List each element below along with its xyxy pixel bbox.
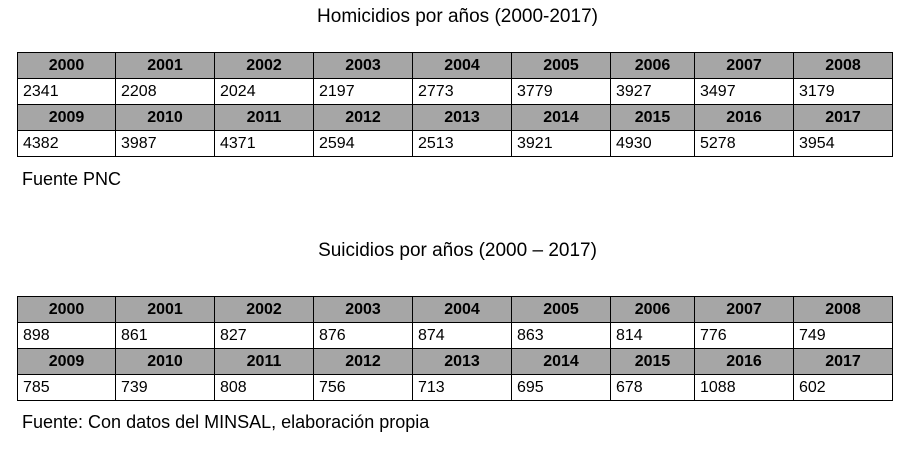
value-cell: 5278	[694, 130, 794, 157]
year-header-cell: 2010	[115, 348, 215, 375]
year-header-cell: 2004	[412, 296, 512, 323]
year-header-cell: 2005	[511, 52, 611, 79]
year-header-cell: 2003	[313, 52, 413, 79]
year-header-cell: 2007	[694, 296, 794, 323]
value-cell: 739	[115, 374, 215, 401]
homicidios-table: 2000 2001 2002 2003 2004 2005 2006 2007 2008 2341…	[17, 52, 893, 157]
value-cell: 2773	[412, 78, 512, 105]
year-header-cell: 2017	[793, 104, 893, 131]
year-header-cell: 2001	[115, 296, 215, 323]
year-header-cell: 2009	[17, 104, 116, 131]
year-header-cell: 2011	[214, 348, 314, 375]
value-cell: 1088	[694, 374, 794, 401]
value-cell: 2208	[115, 78, 215, 105]
year-header-cell: 2006	[610, 52, 695, 79]
year-header-cell: 2017	[793, 348, 893, 375]
year-header-row: 2009 2010 2011 2012 2013 2014 2015 2016 2017	[17, 104, 893, 131]
year-header-cell: 2013	[412, 348, 512, 375]
value-cell: 876	[313, 322, 413, 349]
value-row: 785 739 808 756 713 695 678 1088 602	[17, 374, 893, 401]
value-cell: 863	[511, 322, 611, 349]
value-cell: 2024	[214, 78, 314, 105]
value-cell: 3954	[793, 130, 893, 157]
year-header-cell: 2008	[793, 52, 893, 79]
year-header-cell: 2009	[17, 348, 116, 375]
year-header-cell: 2007	[694, 52, 794, 79]
year-header-cell: 2003	[313, 296, 413, 323]
year-header-cell: 2015	[610, 348, 695, 375]
value-row: 2341 2208 2024 2197 2773 3779 3927 3497 3179	[17, 78, 893, 105]
year-header-cell: 2002	[214, 52, 314, 79]
year-header-cell: 2004	[412, 52, 512, 79]
value-cell: 808	[214, 374, 314, 401]
value-cell: 756	[313, 374, 413, 401]
value-cell: 695	[511, 374, 611, 401]
year-header-cell: 2016	[694, 348, 794, 375]
value-cell: 602	[793, 374, 893, 401]
value-row: 4382 3987 4371 2594 2513 3921 4930 5278 3954	[17, 130, 893, 157]
year-header-cell: 2013	[412, 104, 512, 131]
year-header-cell: 2001	[115, 52, 215, 79]
value-cell: 3921	[511, 130, 611, 157]
year-header-cell: 2011	[214, 104, 314, 131]
year-header-row: 2000 2001 2002 2003 2004 2005 2006 2007 2008	[17, 296, 893, 323]
year-header-cell: 2006	[610, 296, 695, 323]
year-header-cell: 2014	[511, 348, 611, 375]
value-cell: 814	[610, 322, 695, 349]
year-header-cell: 2012	[313, 348, 413, 375]
value-cell: 3927	[610, 78, 695, 105]
year-header-row: 2000 2001 2002 2003 2004 2005 2006 2007 2008	[17, 52, 893, 79]
year-header-cell: 2015	[610, 104, 695, 131]
year-header-cell: 2005	[511, 296, 611, 323]
year-header-cell: 2012	[313, 104, 413, 131]
value-cell: 898	[17, 322, 116, 349]
value-cell: 3179	[793, 78, 893, 105]
year-header-cell: 2016	[694, 104, 794, 131]
value-cell: 776	[694, 322, 794, 349]
value-cell: 4382	[17, 130, 116, 157]
suicidios-title: Suicidios por años (2000 – 2017)	[318, 240, 597, 261]
value-cell: 2594	[313, 130, 413, 157]
value-row: 898 861 827 876 874 863 814 776 749	[17, 322, 893, 349]
year-header-cell: 2000	[17, 52, 116, 79]
value-cell: 827	[214, 322, 314, 349]
value-cell: 4930	[610, 130, 695, 157]
value-cell: 4371	[214, 130, 314, 157]
value-cell: 3779	[511, 78, 611, 105]
suicidios-source: Fuente: Con datos del MINSAL, elaboració…	[22, 412, 430, 432]
value-cell: 2341	[17, 78, 116, 105]
value-cell: 749	[793, 322, 893, 349]
year-header-row: 2009 2010 2011 2012 2013 2014 2015 2016 2017	[17, 348, 893, 375]
value-cell: 3987	[115, 130, 215, 157]
suicidios-table: 2000 2001 2002 2003 2004 2005 2006 2007 2008 898 8…	[17, 296, 893, 401]
value-cell: 2513	[412, 130, 512, 157]
homicidios-source: Fuente PNC	[22, 169, 122, 189]
year-header-cell: 2014	[511, 104, 611, 131]
value-cell: 678	[610, 374, 695, 401]
year-header-cell: 2000	[17, 296, 116, 323]
value-cell: 713	[412, 374, 512, 401]
value-cell: 874	[412, 322, 512, 349]
year-header-cell: 2010	[115, 104, 215, 131]
year-header-cell: 2002	[214, 296, 314, 323]
value-cell: 861	[115, 322, 215, 349]
homicidios-title: Homicidios por años (2000-2017)	[317, 6, 598, 27]
year-header-cell: 2008	[793, 296, 893, 323]
value-cell: 2197	[313, 78, 413, 105]
value-cell: 3497	[694, 78, 794, 105]
value-cell: 785	[17, 374, 116, 401]
